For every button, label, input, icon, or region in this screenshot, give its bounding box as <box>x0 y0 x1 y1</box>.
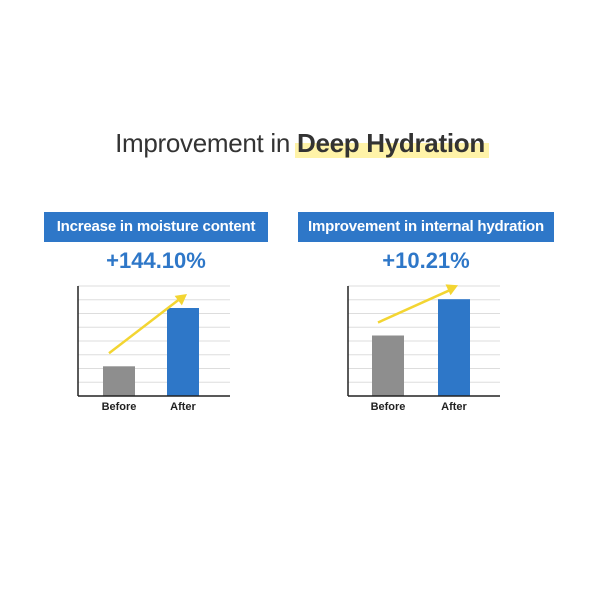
bar-before <box>372 335 404 396</box>
trend-arrow-head <box>174 294 187 306</box>
title-prefix: Improvement in <box>115 128 297 158</box>
x-tick-label: After <box>441 401 467 413</box>
x-tick-label: After <box>170 401 196 413</box>
x-tick-label: Before <box>371 401 406 413</box>
chart-title-banner: Increase in moisture content <box>44 212 268 242</box>
x-tick-label: Before <box>102 401 137 413</box>
bar-after <box>167 308 199 396</box>
bar-chart-moisture: Before After <box>77 285 230 413</box>
chart-panel-moisture: Increase in moisture content +144.10% Be… <box>40 212 300 422</box>
title-highlight: Deep Hydration <box>294 128 489 158</box>
trend-arrow-head <box>445 284 458 296</box>
bar-after <box>438 299 470 396</box>
trend-arrow-line <box>108 297 182 355</box>
chart-percent-label: +144.10% <box>106 248 206 273</box>
chart-percent-label: +10.21% <box>382 248 470 273</box>
bar-before <box>103 366 135 396</box>
page-title: Improvement in Deep Hydration <box>0 128 600 159</box>
chart-panel-internal-hydration: Improvement in internal hydration +10.21… <box>298 212 558 422</box>
chart-title-banner: Improvement in internal hydration <box>298 212 554 242</box>
bar-chart-internal-hydration: Before After <box>347 284 500 413</box>
trend-arrow-line <box>377 288 453 324</box>
